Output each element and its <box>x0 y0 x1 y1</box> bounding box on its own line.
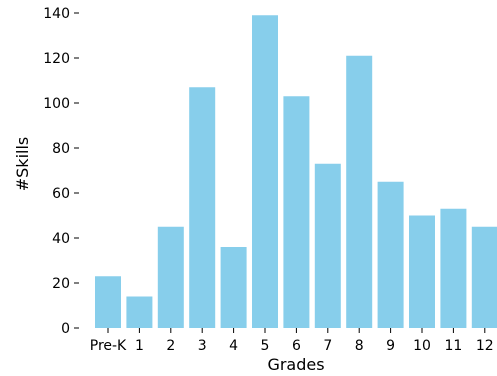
y-tick-label: 40 <box>52 231 70 247</box>
bar-9 <box>377 181 404 328</box>
bar-12 <box>471 226 497 328</box>
bar-6 <box>283 96 310 328</box>
bar-11 <box>440 208 467 328</box>
y-tick-label: 80 <box>52 141 70 157</box>
bar-2 <box>157 226 184 328</box>
bar-8 <box>346 55 373 328</box>
y-tick-label: 140 <box>43 6 70 22</box>
bar-7 <box>314 163 341 328</box>
y-tick-label: 0 <box>61 321 70 337</box>
x-tick-label: 1 <box>135 338 144 354</box>
x-axis: Pre-K 1 2 3 4 5 6 7 8 9 10 11 12 <box>90 328 494 354</box>
bar-3 <box>189 87 216 328</box>
x-tick-label: 10 <box>413 338 431 354</box>
bar-5 <box>252 15 278 328</box>
x-tick-label: 7 <box>323 338 332 354</box>
y-tick-label: 20 <box>52 276 70 292</box>
x-tick-label: 4 <box>229 338 238 354</box>
bar-1 <box>126 296 153 328</box>
x-tick-label: 8 <box>355 338 364 354</box>
y-axis-label: #Skills <box>13 137 32 192</box>
bar-4 <box>220 247 247 328</box>
x-axis-label: Grades <box>267 355 324 374</box>
y-tick-label: 60 <box>52 186 70 202</box>
x-tick-label: 6 <box>292 338 301 354</box>
x-tick-label: 2 <box>166 338 175 354</box>
x-tick-label: 5 <box>261 338 270 354</box>
bar-pre-k <box>95 276 121 328</box>
x-tick-label: 11 <box>444 338 462 354</box>
x-tick-label: 3 <box>198 338 207 354</box>
x-tick-label: Pre-K <box>90 338 127 354</box>
x-tick-label: 12 <box>476 338 494 354</box>
bar-10 <box>409 215 435 328</box>
y-tick-label: 100 <box>43 96 70 112</box>
y-axis: 0 20 40 60 80 100 120 140 <box>43 6 79 337</box>
bars <box>95 15 497 328</box>
x-tick-label: 9 <box>386 338 395 354</box>
y-tick-label: 120 <box>43 51 70 67</box>
